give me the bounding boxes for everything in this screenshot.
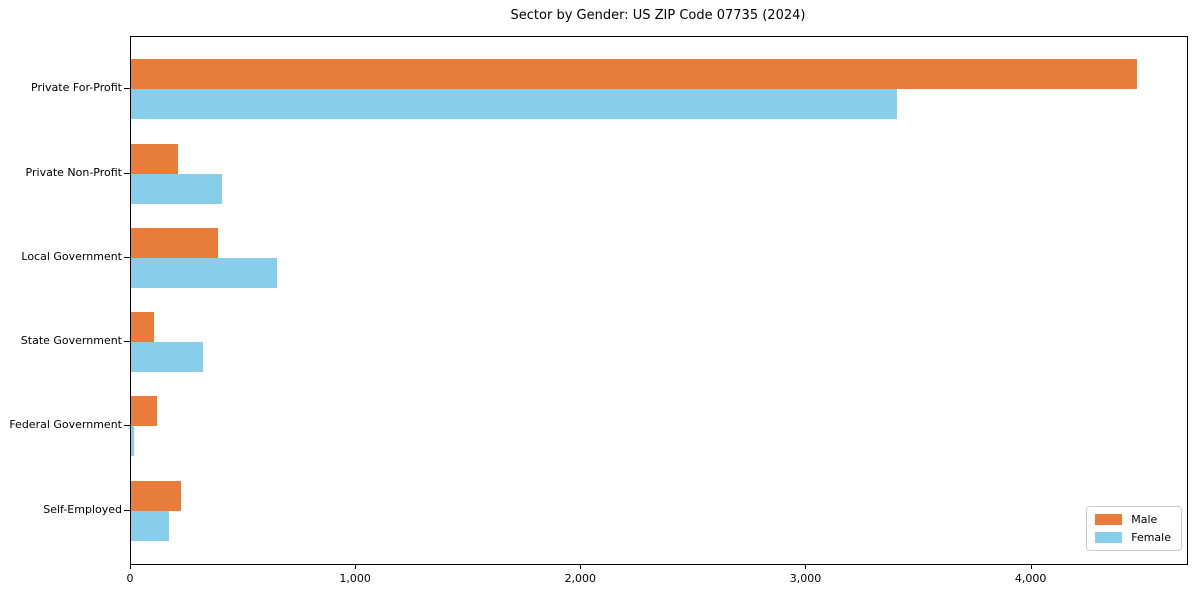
bar-female-federal-government bbox=[131, 426, 134, 457]
ytick-label-federal-government: Federal Government bbox=[9, 418, 122, 432]
chart-title: Sector by Gender: US ZIP Code 07735 (202… bbox=[510, 8, 806, 23]
ytick-mark bbox=[124, 88, 130, 90]
bar-male-federal-government bbox=[131, 396, 157, 427]
legend-item-male: Male bbox=[1095, 513, 1171, 526]
legend-label-female: Female bbox=[1131, 531, 1171, 544]
xtick-mark bbox=[805, 564, 807, 569]
bar-female-private-for-profit bbox=[131, 89, 897, 120]
xtick-mark bbox=[580, 564, 582, 569]
ytick-mark bbox=[124, 172, 130, 174]
bar-female-local-government bbox=[131, 257, 278, 288]
ytick-mark bbox=[124, 341, 130, 343]
legend-swatch-male bbox=[1095, 514, 1123, 525]
bar-male-private-for-profit bbox=[131, 59, 1137, 90]
plot-area bbox=[130, 36, 1188, 565]
ytick-mark bbox=[124, 509, 130, 511]
ytick-label-private-non-profit: Private Non-Profit bbox=[25, 165, 122, 179]
ytick-mark bbox=[124, 425, 130, 427]
ytick-label-local-government: Local Government bbox=[21, 249, 122, 263]
xtick-mark bbox=[130, 564, 131, 569]
bar-female-private-non-profit bbox=[131, 173, 223, 204]
legend-item-female: Female bbox=[1095, 531, 1171, 544]
bar-female-state-government bbox=[131, 342, 204, 373]
xtick-mark bbox=[1030, 564, 1032, 569]
legend-swatch-female bbox=[1095, 532, 1123, 543]
legend: Male Female bbox=[1086, 506, 1182, 551]
bar-male-local-government bbox=[131, 227, 218, 258]
xtick-label-4000: 4,000 bbox=[1014, 572, 1047, 585]
bar-female-self-employed bbox=[131, 510, 170, 541]
ytick-label-self-employed: Self-Employed bbox=[43, 502, 122, 516]
bar-male-self-employed bbox=[131, 480, 181, 511]
bar-male-state-government bbox=[131, 312, 154, 343]
legend-label-male: Male bbox=[1131, 513, 1158, 526]
xtick-label-2000: 2,000 bbox=[564, 572, 597, 585]
ytick-label-state-government: State Government bbox=[20, 334, 122, 348]
ytick-label-private-for-profit: Private For-Profit bbox=[31, 81, 122, 95]
xtick-mark bbox=[355, 564, 357, 569]
xtick-label-0: 0 bbox=[126, 572, 134, 585]
bar-male-private-non-profit bbox=[131, 143, 179, 174]
ytick-mark bbox=[124, 256, 130, 258]
xtick-label-1000: 1,000 bbox=[339, 572, 371, 585]
xtick-label-3000: 3,000 bbox=[789, 572, 822, 585]
